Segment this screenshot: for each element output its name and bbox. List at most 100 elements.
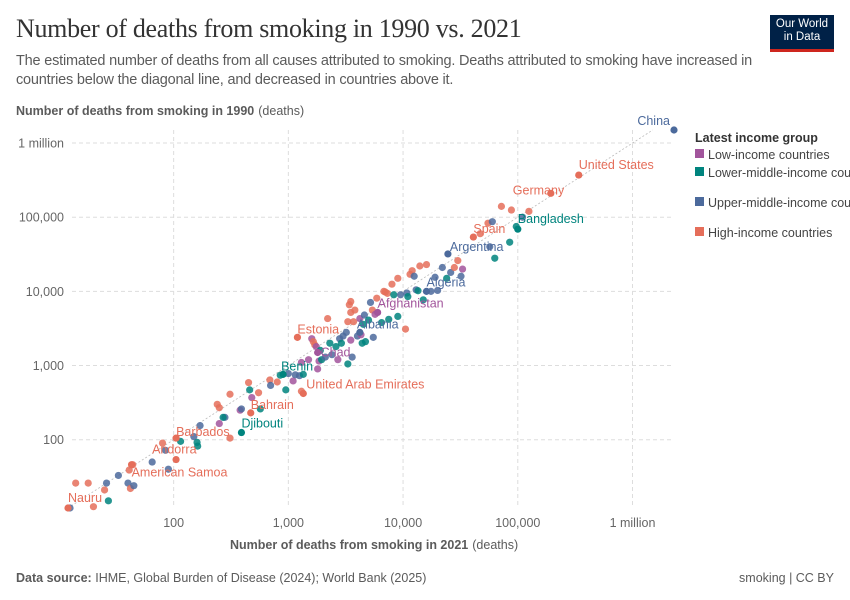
data-point[interactable] xyxy=(383,289,391,297)
labeled-point[interactable] xyxy=(64,504,72,512)
data-point[interactable] xyxy=(100,486,109,494)
labeled-point[interactable] xyxy=(444,250,452,258)
data-point[interactable] xyxy=(266,381,275,389)
data-point[interactable] xyxy=(256,405,264,413)
data-point[interactable] xyxy=(328,351,336,359)
data-point[interactable] xyxy=(458,265,467,273)
data-point[interactable] xyxy=(443,274,451,282)
labeled-point[interactable] xyxy=(172,434,180,442)
data-point[interactable] xyxy=(194,442,202,450)
data-point[interactable] xyxy=(450,263,458,272)
labeled-point[interactable] xyxy=(237,428,246,437)
data-point[interactable] xyxy=(347,336,355,344)
data-point[interactable] xyxy=(282,386,290,394)
data-point[interactable] xyxy=(366,298,375,307)
data-point[interactable] xyxy=(314,365,322,373)
data-point[interactable] xyxy=(390,291,398,299)
data-point[interactable] xyxy=(525,207,533,215)
data-point[interactable] xyxy=(226,390,234,398)
data-point[interactable] xyxy=(102,479,111,487)
data-point[interactable] xyxy=(476,230,484,238)
data-point[interactable] xyxy=(414,287,422,295)
legend-item[interactable]: Lower-middle-income countries xyxy=(695,166,850,180)
data-point[interactable] xyxy=(410,272,418,280)
data-point[interactable] xyxy=(351,306,359,314)
data-point[interactable] xyxy=(344,360,352,368)
labeled-point[interactable] xyxy=(670,126,678,134)
data-point[interactable] xyxy=(497,202,506,210)
data-point[interactable] xyxy=(248,393,256,402)
data-point[interactable] xyxy=(130,482,138,490)
data-point[interactable] xyxy=(438,263,446,272)
data-point[interactable] xyxy=(360,311,368,319)
labeled-point[interactable] xyxy=(314,348,322,357)
data-point[interactable] xyxy=(488,218,496,226)
data-point[interactable] xyxy=(246,386,254,394)
data-point[interactable] xyxy=(507,206,516,214)
data-point[interactable] xyxy=(244,378,253,387)
data-point[interactable] xyxy=(419,296,427,304)
data-point[interactable] xyxy=(104,497,113,505)
data-point[interactable] xyxy=(190,433,198,441)
data-point[interactable] xyxy=(349,318,358,326)
data-point[interactable] xyxy=(332,343,340,351)
data-point[interactable] xyxy=(72,479,80,487)
data-point[interactable] xyxy=(401,325,410,333)
data-point[interactable] xyxy=(518,213,527,221)
labeled-point[interactable] xyxy=(514,225,522,233)
labeled-point[interactable] xyxy=(293,333,302,341)
data-point[interactable] xyxy=(273,378,281,386)
data-point[interactable] xyxy=(431,273,439,281)
legend-item[interactable]: Low-income countries xyxy=(695,148,830,162)
owid-logo[interactable]: Our World in Data xyxy=(770,15,834,52)
data-point[interactable] xyxy=(361,338,370,346)
data-point[interactable] xyxy=(359,320,367,328)
data-point[interactable] xyxy=(394,312,402,320)
data-point[interactable] xyxy=(226,434,234,442)
data-point[interactable] xyxy=(215,419,223,428)
data-point[interactable] xyxy=(454,257,462,265)
data-point[interactable] xyxy=(447,268,455,277)
data-point[interactable] xyxy=(408,267,416,275)
data-point[interactable] xyxy=(158,439,167,447)
data-point[interactable] xyxy=(219,413,227,421)
data-point[interactable] xyxy=(334,356,342,364)
data-point[interactable] xyxy=(114,471,122,480)
legend-item[interactable]: Upper-middle-income countries xyxy=(695,196,850,210)
labeled-point[interactable] xyxy=(356,328,364,336)
data-point[interactable] xyxy=(373,294,381,302)
labeled-point[interactable] xyxy=(279,370,287,378)
data-point[interactable] xyxy=(344,318,352,326)
data-point[interactable] xyxy=(148,458,156,466)
data-point[interactable] xyxy=(254,389,263,397)
data-point[interactable] xyxy=(326,339,334,347)
data-point[interactable] xyxy=(161,446,170,454)
labeled-point[interactable] xyxy=(422,287,431,295)
labeled-point[interactable] xyxy=(127,461,136,469)
legend-item[interactable]: High-income countries xyxy=(695,226,832,240)
data-point[interactable] xyxy=(299,370,307,378)
data-point[interactable] xyxy=(385,315,393,323)
data-point[interactable] xyxy=(378,318,386,327)
data-point[interactable] xyxy=(422,260,431,269)
data-point[interactable] xyxy=(324,314,332,323)
data-point[interactable] xyxy=(369,333,377,341)
data-point[interactable] xyxy=(304,356,313,364)
labeled-point[interactable] xyxy=(469,233,477,241)
data-point[interactable] xyxy=(457,272,465,280)
data-point[interactable] xyxy=(394,274,402,282)
data-point[interactable] xyxy=(196,421,204,430)
data-point[interactable] xyxy=(297,358,306,367)
data-point[interactable] xyxy=(89,503,98,511)
labeled-point[interactable] xyxy=(547,189,555,197)
data-point[interactable] xyxy=(124,479,132,487)
labeled-point[interactable] xyxy=(172,455,180,464)
data-point[interactable] xyxy=(289,377,297,385)
data-point[interactable] xyxy=(388,280,396,288)
data-point[interactable] xyxy=(486,243,494,251)
labeled-point[interactable] xyxy=(247,409,255,417)
data-point[interactable] xyxy=(434,286,442,295)
data-point[interactable] xyxy=(342,328,350,336)
labeled-point[interactable] xyxy=(575,171,583,179)
data-point[interactable] xyxy=(215,404,223,412)
